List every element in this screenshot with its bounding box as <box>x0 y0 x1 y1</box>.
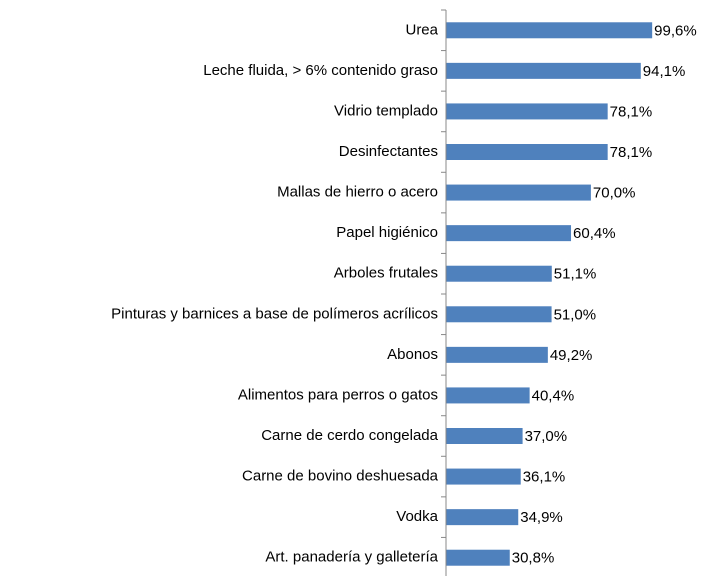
bar <box>446 144 608 160</box>
y-tick-label: Mallas de hierro o acero <box>277 184 438 201</box>
bar <box>446 509 519 526</box>
bar <box>446 22 653 39</box>
value-label: 49,2% <box>550 347 593 364</box>
bar <box>446 387 530 404</box>
y-tick-label: Leche fluida, > 6% contenido graso <box>203 62 438 79</box>
bar <box>446 428 523 444</box>
y-tick-label: Vidrio templado <box>334 102 438 119</box>
y-tick-label: Alimentos para perros o gatos <box>238 386 438 403</box>
y-tick-label: Pinturas y barnices a base de polímeros … <box>111 305 438 322</box>
value-label: 36,1% <box>523 469 566 486</box>
value-label: 51,1% <box>554 266 597 283</box>
y-tick-label: Arboles frutales <box>334 265 438 282</box>
y-tick-label: Abonos <box>387 346 438 363</box>
value-label: 94,1% <box>643 63 686 80</box>
value-label: 51,0% <box>554 306 597 323</box>
bar <box>446 306 552 323</box>
bar <box>446 346 548 363</box>
y-tick-label: Vodka <box>396 508 438 525</box>
value-label: 60,4% <box>573 225 616 242</box>
value-label: 70,0% <box>593 185 636 202</box>
value-label: 30,8% <box>512 550 555 567</box>
bar <box>446 103 608 120</box>
value-label: 40,4% <box>532 387 575 404</box>
y-tick-label: Papel higiénico <box>336 224 438 241</box>
y-tick-label: Desinfectantes <box>339 143 438 160</box>
bar <box>446 549 510 566</box>
bar <box>446 225 572 242</box>
bar <box>446 184 591 201</box>
bar <box>446 265 552 282</box>
y-tick-label: Art. panadería y galletería <box>265 549 438 566</box>
value-label: 78,1% <box>610 144 653 161</box>
value-label: 37,0% <box>525 428 568 445</box>
y-tick-label: Carne de cerdo congelada <box>261 427 438 444</box>
value-label: 34,9% <box>520 509 563 526</box>
bar <box>446 62 641 79</box>
y-tick-label: Urea <box>405 21 438 38</box>
value-label: 99,6% <box>654 22 697 39</box>
value-label: 78,1% <box>610 103 653 120</box>
bar <box>446 468 521 485</box>
y-tick-label: Carne de bovino deshuesada <box>242 468 439 485</box>
